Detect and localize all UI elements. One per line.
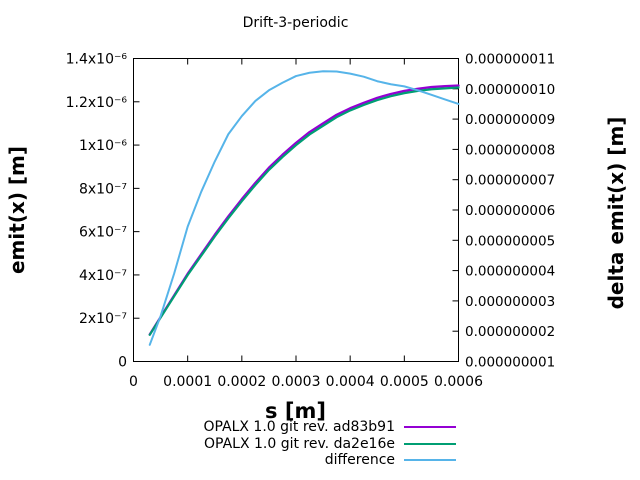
plot-border: [133, 58, 459, 362]
x-axis-label: s [m]: [265, 399, 326, 423]
y-right-tick-label: 0.000000001: [465, 355, 555, 371]
y-right-tick-label: 0.000000002: [465, 324, 555, 340]
y-right-tick-label: 0.000000009: [465, 112, 555, 128]
x-tick-label: 0.0005: [380, 374, 429, 390]
legend-item: OPALX 1.0 git rev. ad83b91: [203, 419, 456, 436]
y-right-tick-label: 0.000000010: [465, 82, 555, 98]
y-left-tick-label: 4x10⁻⁷: [79, 268, 127, 284]
legend-item: difference: [203, 452, 456, 469]
legend-label: OPALX 1.0 git rev. ad83b91: [203, 419, 395, 436]
x-tick-label: 0: [129, 374, 138, 390]
y-left-tick-label: 1x10⁻⁶: [79, 138, 127, 154]
y-right-tick-label: 0.000000004: [465, 264, 555, 280]
legend: OPALX 1.0 git rev. ad83b91 OPALX 1.0 git…: [203, 419, 456, 469]
legend-item: OPALX 1.0 git rev. da2e16e: [203, 436, 456, 453]
series-opalx-1-0-git-rev-da2e16e: [148, 86, 460, 336]
legend-label: difference: [324, 452, 395, 469]
y-right-tick-label: 0.000000011: [465, 52, 555, 68]
legend-line-sample: [404, 426, 456, 429]
y-right-tick-label: 0.000000007: [465, 173, 555, 189]
x-tick-label: 0.0002: [217, 374, 266, 390]
y-right-tick-label: 0.000000006: [465, 203, 555, 219]
legend-line-sample: [404, 442, 456, 445]
x-tick-label: 0.0003: [272, 374, 321, 390]
x-tick-label: 0.0006: [434, 374, 483, 390]
x-tick-label: 0.0001: [163, 374, 212, 390]
y-left-tick-label: 0: [118, 355, 127, 371]
y-axis-label-left: emit(x) [m]: [5, 145, 29, 275]
series-difference: [148, 70, 460, 346]
chart-title: Drift-3-periodic: [242, 15, 349, 31]
y-left-tick-label: 8x10⁻⁷: [79, 181, 127, 197]
legend-line-sample: [404, 459, 456, 462]
series-opalx-1-0-git-rev-ad83b91: [148, 84, 460, 336]
y-right-tick-label: 0.000000005: [465, 233, 555, 249]
y-left-tick-label: 1.4x10⁻⁶: [66, 52, 128, 68]
y-axis-label-right: delta emit(x) [m]: [604, 116, 628, 310]
y-right-tick-label: 0.000000003: [465, 294, 555, 310]
x-tick-label: 0.0004: [326, 374, 375, 390]
y-left-tick-label: 6x10⁻⁷: [79, 225, 127, 241]
legend-label: OPALX 1.0 git rev. da2e16e: [204, 435, 395, 452]
y-right-tick-label: 0.000000008: [465, 142, 555, 158]
y-left-tick-label: 1.2x10⁻⁶: [66, 95, 128, 111]
y-left-tick-label: 2x10⁻⁷: [79, 311, 127, 327]
